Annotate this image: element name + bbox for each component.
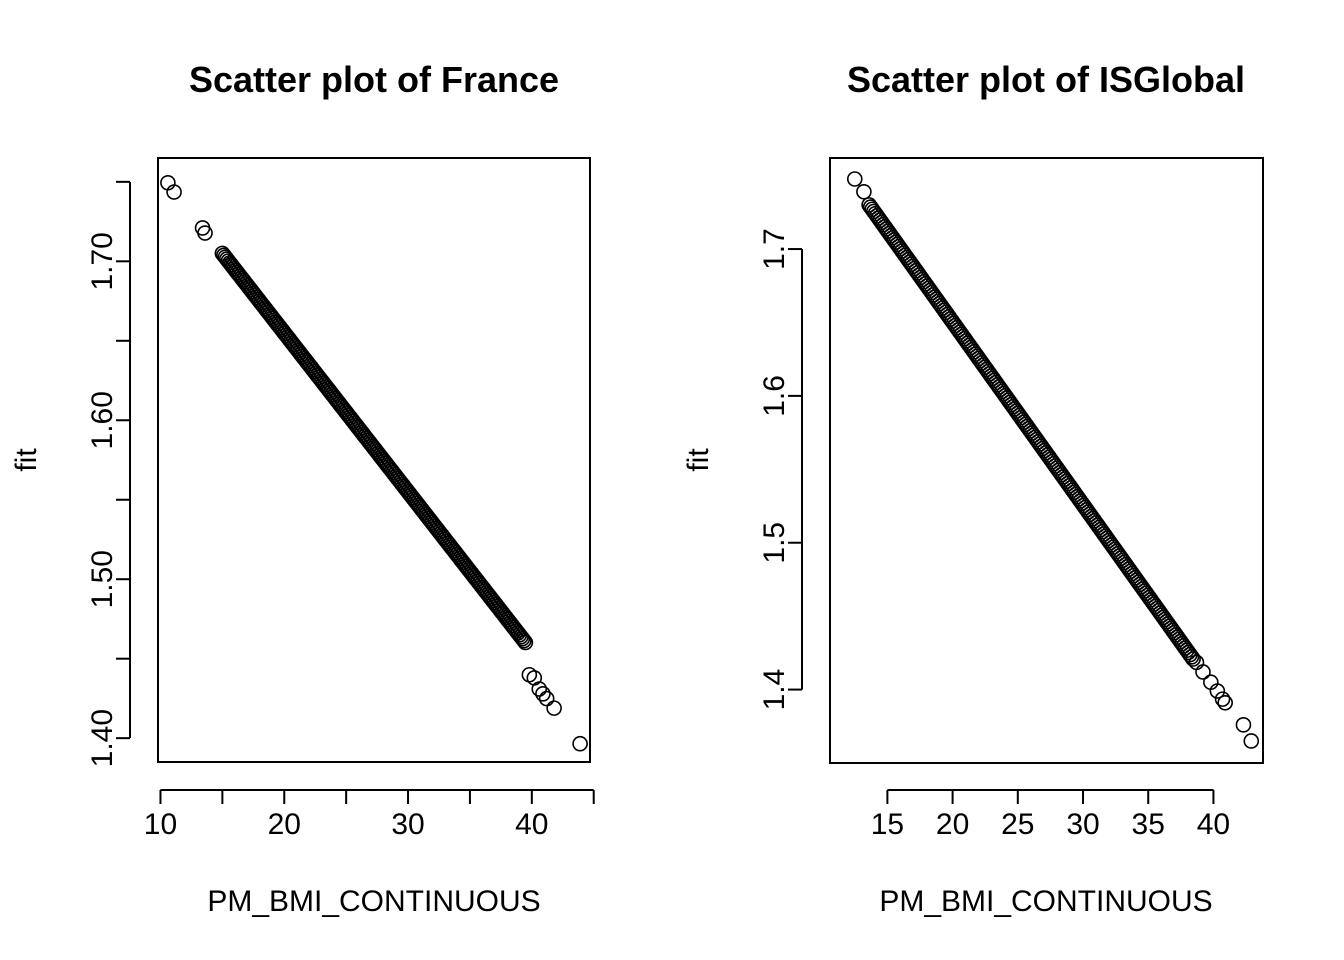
x-tick-label: 40 <box>1197 808 1230 841</box>
x-tick-label: 25 <box>1001 808 1034 841</box>
isglobal-scatter-panel: Scatter plot of ISGlobal PM_BMI_CONTINUO… <box>682 59 1264 918</box>
x-tick-label: 35 <box>1132 808 1165 841</box>
france-scatter-panel: Scatter plot of France PM_BMI_CONTINUOUS… <box>10 59 595 918</box>
x-axis-france: 10 20 30 40 <box>144 789 595 841</box>
plot-frame-france <box>157 157 591 763</box>
y-axis-label-france: fit <box>10 448 43 472</box>
y-axis-label-isglobal: fit <box>682 448 715 472</box>
data-point <box>517 634 534 651</box>
data-point <box>1183 649 1200 665</box>
data-point <box>1185 651 1201 667</box>
y-tick-label: 1.5 <box>758 522 791 564</box>
chart-title-france: Scatter plot of France <box>189 59 559 100</box>
data-point <box>1217 694 1233 711</box>
x-tick-label: 20 <box>936 808 969 841</box>
y-tick-label: 1.50 <box>86 550 119 608</box>
data-point <box>166 184 182 200</box>
data-point <box>1243 733 1260 749</box>
x-axis-label-isglobal: PM_BMI_CONTINUOUS <box>879 885 1212 918</box>
data-point <box>1235 717 1252 733</box>
x-tick-label: 20 <box>268 808 301 841</box>
data-point <box>1182 646 1198 663</box>
y-tick-label: 1.60 <box>86 391 119 449</box>
data-point <box>572 735 588 752</box>
y-tick-label: 1.4 <box>758 669 791 711</box>
y-tick-label: 1.6 <box>758 375 791 417</box>
y-tick-label: 1.40 <box>86 709 119 767</box>
data-points-isglobal <box>846 171 1260 749</box>
x-tick-label: 40 <box>515 808 548 841</box>
data-point <box>514 630 531 647</box>
data-point <box>526 670 543 686</box>
data-point <box>1195 664 1211 680</box>
y-tick-label: 1.70 <box>86 232 119 290</box>
data-point <box>516 632 532 649</box>
x-tick-label: 15 <box>871 808 904 841</box>
data-point <box>538 690 555 707</box>
data-point <box>546 700 562 716</box>
x-tick-label: 30 <box>391 808 424 841</box>
y-axis-france: 1.40 1.50 1.60 1.70 <box>86 180 131 767</box>
x-tick-label: 10 <box>144 808 177 841</box>
x-tick-label: 30 <box>1066 808 1099 841</box>
y-axis-isglobal: 1.4 1.5 1.6 1.7 <box>758 228 803 711</box>
data-points-france <box>160 174 588 752</box>
y-tick-label: 1.7 <box>758 228 791 270</box>
data-point <box>1203 674 1219 691</box>
data-point <box>856 183 872 200</box>
chart-title-isglobal: Scatter plot of ISGlobal <box>847 59 1245 100</box>
x-axis-isglobal: 15 20 25 30 35 40 <box>871 789 1230 841</box>
data-point <box>846 171 863 187</box>
data-point <box>521 666 538 683</box>
data-point <box>1214 691 1231 707</box>
data-point <box>197 225 213 241</box>
plot-frame-isglobal <box>829 157 1264 764</box>
x-axis-label-france: PM_BMI_CONTINUOUS <box>207 885 540 918</box>
data-point <box>535 686 551 702</box>
